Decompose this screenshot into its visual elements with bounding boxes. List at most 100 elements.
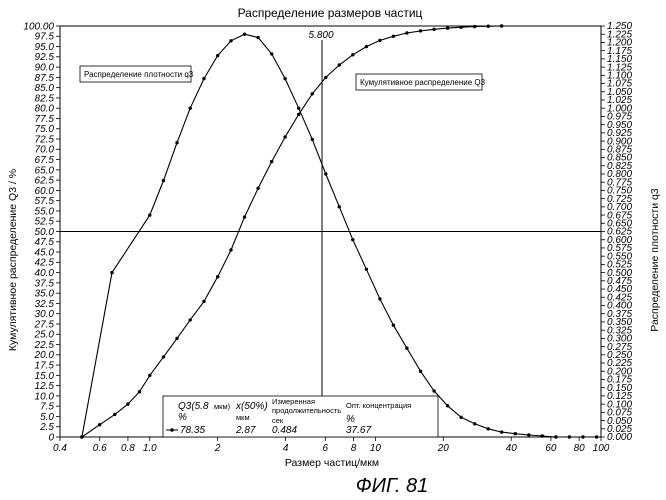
left-tick-label: 82.5 [35,93,55,104]
x50-head: x(50%) [235,401,268,412]
cumulative-point [189,318,192,321]
cumulative-point [405,31,408,34]
x-tick-label: 6 [323,443,329,454]
cumulative-label-box: Кумулятивное распределение Q3 [356,74,486,90]
density-point [297,107,300,110]
q3-unit: % [178,412,187,423]
density-point [473,422,476,425]
density-point [338,205,341,208]
left-tick-label: 80.0 [35,104,55,115]
x-tick-label: 20 [437,443,450,454]
density-point [527,433,530,436]
left-tick-label: 42.5 [35,258,55,269]
opt-value: 37.67 [346,425,371,436]
chart-title: Распределение размеров частиц [238,6,423,20]
left-tick-label: 65.0 [35,165,55,176]
cumulative-point [459,26,462,29]
left-tick-label: 57.5 [35,196,55,207]
stats-box: Q3(5.8 мкм) % 78.35 x(50%) мкм 2.87 Изме… [163,396,438,437]
density-point [541,434,544,437]
left-tick-label: 92.5 [35,52,55,63]
density-point [581,435,584,438]
left-tick-label: 85.0 [35,83,55,94]
density-point [500,430,503,433]
cumulative-point [175,337,178,340]
left-axis-ticks: 02.55.07.510.012.515.017.520.022.525.027… [23,21,60,443]
left-tick-label: 12.5 [35,381,55,392]
left-tick-label: 25.0 [34,330,55,341]
left-tick-label: 52.5 [35,217,55,228]
x-tick-label: 10 [370,443,382,454]
left-tick-label: 10.0 [35,391,55,402]
left-tick-label: 90.0 [35,63,55,74]
left-tick-label: 87.5 [35,73,55,84]
cumulative-point [162,355,165,358]
figure-caption: ФИГ. 81 [356,475,428,497]
cumulative-point [270,160,273,163]
x-tick-label: 1.0 [143,443,157,454]
left-tick-label: 95.0 [35,42,55,53]
x-tick-label: 0.4 [53,443,67,454]
density-point [459,416,462,419]
density-point [110,271,113,274]
left-tick-label: 75.0 [35,124,55,135]
x50-unit: мкм [236,413,250,422]
density-label-box: Распределение плотности q3 [80,66,194,82]
x-axis-ticks: 0.40.60.81.024681020406080100 [53,437,610,454]
left-tick-label: 55.0 [35,206,55,217]
density-point [175,141,178,144]
crosshair-label: 5.800 [308,30,333,41]
cumulative-point [432,28,435,31]
q3-head: Q3(5.8 [178,401,209,412]
left-tick-label: 45.0 [35,247,55,258]
density-point [202,77,205,80]
x-tick-label: 0.6 [93,443,107,454]
opt-head: Опт. концентрация [346,401,411,410]
density-q3-curve [82,34,597,437]
left-tick-label: 17.5 [35,360,55,371]
cumulative-point [311,92,314,95]
x-tick-label: 2 [214,443,221,454]
left-tick-label: 27.5 [34,319,55,330]
x-tick-label: 4 [283,443,289,454]
opt-unit: % [346,414,355,425]
cumulative-label: Кумулятивное распределение Q3 [360,78,486,87]
density-point [216,54,219,57]
cumulative-point [378,39,381,42]
cumulative-point [392,35,395,38]
density-point [148,213,151,216]
cumulative-point [473,25,476,28]
series-layer [60,24,601,438]
x-tick-label: 60 [545,443,557,454]
cumulative-point [487,25,490,28]
cumulative-point [138,390,141,393]
cumulative-point [243,215,246,218]
left-tick-label: 40.0 [35,268,55,279]
left-tick-label: 32.5 [35,299,55,310]
density-point [487,427,490,430]
cumulative-point [338,63,341,66]
left-tick-label: 0 [48,432,54,443]
x-tick-label: 100 [593,443,610,454]
density-point [554,435,557,438]
density-point [270,52,273,55]
density-point [243,33,246,36]
left-tick-label: 50.0 [35,227,55,238]
density-point [229,39,232,42]
cumulative-point [365,45,368,48]
y-axis-title: Кумулятивное распределение Q3 / % [7,169,19,351]
cumulative-point [148,374,151,377]
left-tick-label: 22.5 [34,340,55,351]
cumulative-point [446,26,449,29]
density-point [432,389,435,392]
density-point [365,268,368,271]
left-tick-label: 72.5 [35,134,55,145]
cumulative-point [113,413,116,416]
density-point [162,179,165,182]
cumulative-point [500,24,503,27]
cumulative-point [202,300,205,303]
cumulative-point [283,135,286,138]
x-tick-label: 40 [506,443,518,454]
density-point [514,432,517,435]
